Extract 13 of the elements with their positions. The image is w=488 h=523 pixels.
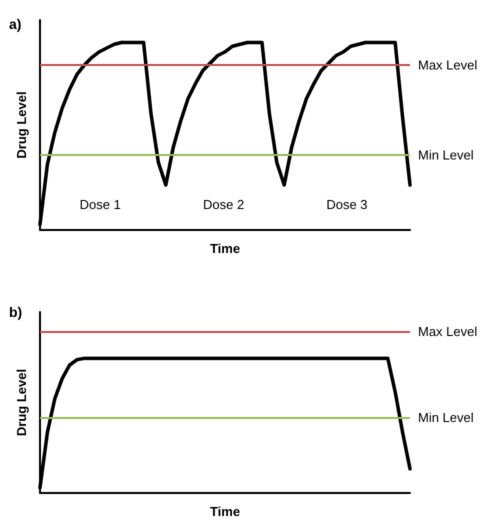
x-axis-title: Time (210, 241, 240, 256)
chart-title: a) (9, 16, 22, 32)
ref-line-label: Max Level (418, 58, 478, 72)
x-axis-title: Time (210, 504, 240, 519)
chart-title: b) (9, 304, 22, 320)
ref-line-label: Max Level (418, 324, 478, 339)
y-axis-title: Drug Level (14, 91, 29, 159)
annotation: Dose 2 (203, 197, 244, 212)
ref-line-label: Min Level (418, 148, 474, 162)
y-axis-title: Drug Level (14, 368, 29, 436)
annotation: Dose 3 (326, 197, 368, 212)
annotation: Dose 1 (80, 197, 121, 212)
ref-line-label: Min Level (418, 410, 474, 426)
